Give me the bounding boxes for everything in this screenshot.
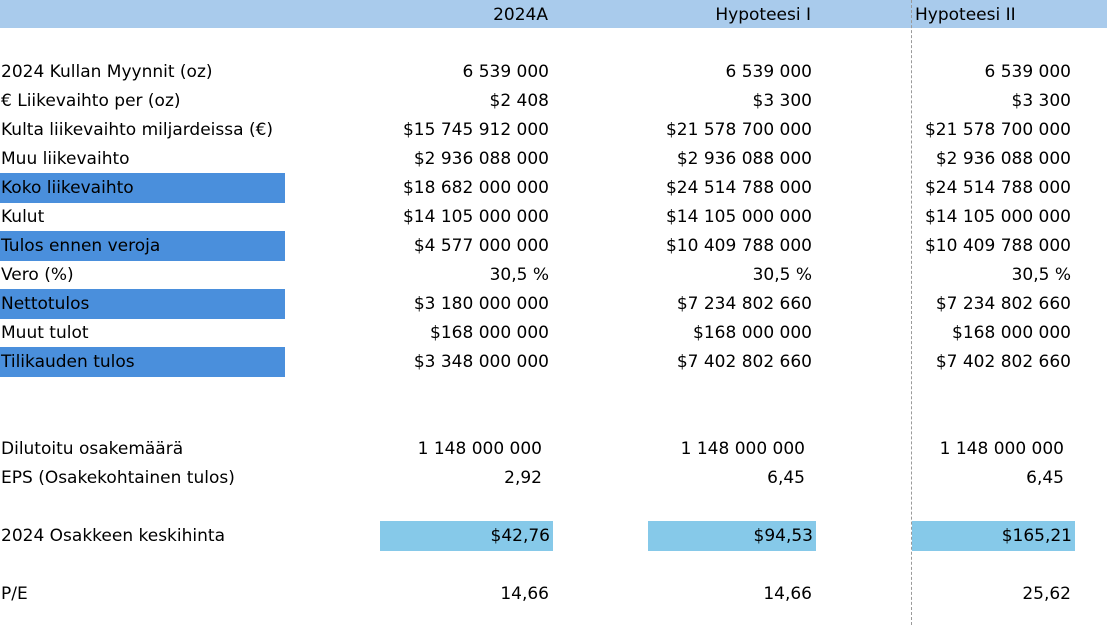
value-hypoteesi-2: 1 148 000 000 bbox=[939, 439, 1064, 459]
table-row: Dilutoitu osakemäärä 1 148 000 000 1 148… bbox=[0, 434, 1107, 464]
value-hypoteesi-2: $7 402 802 660 bbox=[935, 352, 1071, 372]
column-header-hypoteesi-2: Hypoteesi II bbox=[915, 5, 1016, 25]
value-2024a: $4 577 000 000 bbox=[413, 236, 549, 256]
value-hypoteesi-2: $168 000 000 bbox=[952, 323, 1071, 343]
table-row: Tilikauden tulos $3 348 000 000 $7 402 8… bbox=[0, 347, 1107, 377]
value-2024a: 1 148 000 000 bbox=[417, 439, 542, 459]
value-2024a: $3 348 000 000 bbox=[413, 352, 549, 372]
value-hypoteesi-1: 1 148 000 000 bbox=[680, 439, 805, 459]
table-row: Koko liikevaihto $18 682 000 000 $24 514… bbox=[0, 173, 1107, 203]
value-hypoteesi-2: 6 539 000 bbox=[984, 62, 1071, 82]
value-hypoteesi-1: $21 578 700 000 bbox=[665, 120, 812, 140]
value-hypoteesi-2: 30,5 % bbox=[1011, 265, 1071, 285]
value-hypoteesi-1: 6,45 bbox=[767, 468, 805, 488]
value-2024a: $168 000 000 bbox=[430, 323, 549, 343]
row-label: EPS (Osakekohtainen tulos) bbox=[1, 468, 235, 488]
table-row: Muut tulot $168 000 000 $168 000 000 $16… bbox=[0, 318, 1107, 348]
table-row: Vero (%) 30,5 % 30,5 % 30,5 % bbox=[0, 260, 1107, 290]
value-hypoteesi-2: $24 514 788 000 bbox=[924, 178, 1071, 198]
row-label-highlighted: Tilikauden tulos bbox=[0, 347, 285, 377]
row-label: Dilutoitu osakemäärä bbox=[1, 439, 184, 459]
column-header-2024a: 2024A bbox=[493, 5, 548, 25]
row-label-highlighted: Tulos ennen veroja bbox=[0, 231, 285, 261]
table-row: Tulos ennen veroja $4 577 000 000 $10 40… bbox=[0, 231, 1107, 261]
value-2024a: $3 180 000 000 bbox=[413, 294, 549, 314]
row-label: P/E bbox=[1, 584, 28, 604]
value-hypoteesi-1: 6 539 000 bbox=[725, 62, 812, 82]
value-hypoteesi-1: 30,5 % bbox=[752, 265, 812, 285]
value-2024a: $18 682 000 000 bbox=[402, 178, 549, 198]
value-hypoteesi-2: 6,45 bbox=[1026, 468, 1064, 488]
header-band bbox=[0, 0, 1107, 28]
value-hypoteesi-1: $7 234 802 660 bbox=[676, 294, 812, 314]
value-hypoteesi-2: $21 578 700 000 bbox=[924, 120, 1071, 140]
value-hypoteesi-1: 14,66 bbox=[763, 584, 812, 604]
table-row: P/E 14,66 14,66 25,62 bbox=[0, 579, 1107, 609]
row-label: Kulta liikevaihto miljardeissa (€) bbox=[1, 120, 274, 140]
row-label-highlighted: Koko liikevaihto bbox=[0, 173, 285, 203]
value-hypoteesi-2: $14 105 000 000 bbox=[924, 207, 1071, 227]
value-hypoteesi-1: $168 000 000 bbox=[693, 323, 812, 343]
value-2024a: $2 408 bbox=[489, 91, 549, 111]
value-2024a: 14,66 bbox=[500, 584, 549, 604]
value-hypoteesi-1: $14 105 000 000 bbox=[665, 207, 812, 227]
value-2024a: 30,5 % bbox=[489, 265, 549, 285]
table-row: Kulta liikevaihto miljardeissa (€) $15 7… bbox=[0, 115, 1107, 145]
value-hypoteesi-1: $2 936 088 000 bbox=[676, 149, 812, 169]
value-2024a: 2,92 bbox=[504, 468, 542, 488]
value-hypoteesi-2: $2 936 088 000 bbox=[935, 149, 1071, 169]
table-row: 2024 Osakkeen keskihinta $42,76 $94,53 $… bbox=[0, 521, 1107, 551]
value-hypoteesi-2: 25,62 bbox=[1022, 584, 1071, 604]
row-label: Kulut bbox=[1, 207, 45, 227]
table-row: EPS (Osakekohtainen tulos) 2,92 6,45 6,4… bbox=[0, 463, 1107, 493]
value-2024a: $15 745 912 000 bbox=[402, 120, 549, 140]
column-header-hypoteesi-1: Hypoteesi I bbox=[715, 5, 811, 25]
row-label: € Liikevaihto per (oz) bbox=[1, 91, 181, 111]
table-row: Kulut $14 105 000 000 $14 105 000 000 $1… bbox=[0, 202, 1107, 232]
table-row: € Liikevaihto per (oz) $2 408 $3 300 $3 … bbox=[0, 86, 1107, 116]
table-row: 2024 Kullan Myynnit (oz) 6 539 000 6 539… bbox=[0, 57, 1107, 87]
value-hypoteesi-1: $7 402 802 660 bbox=[676, 352, 812, 372]
value-2024a: $2 936 088 000 bbox=[413, 149, 549, 169]
value-hypoteesi-1: $24 514 788 000 bbox=[665, 178, 812, 198]
value-hypoteesi-1: $10 409 788 000 bbox=[665, 236, 812, 256]
table-row: Nettotulos $3 180 000 000 $7 234 802 660… bbox=[0, 289, 1107, 319]
value-2024a: 6 539 000 bbox=[462, 62, 549, 82]
row-label: 2024 Osakkeen keskihinta bbox=[1, 526, 225, 546]
table-row: Muu liikevaihto $2 936 088 000 $2 936 08… bbox=[0, 144, 1107, 174]
price-cell-hypoteesi-2: $165,21 bbox=[912, 521, 1075, 551]
row-label: Muut tulot bbox=[1, 323, 89, 343]
value-hypoteesi-2: $7 234 802 660 bbox=[935, 294, 1071, 314]
price-cell-hypoteesi-1: $94,53 bbox=[648, 521, 816, 551]
row-label: 2024 Kullan Myynnit (oz) bbox=[1, 62, 213, 82]
row-label: Vero (%) bbox=[1, 265, 74, 285]
price-cell-2024a: $42,76 bbox=[380, 521, 553, 551]
row-label: Muu liikevaihto bbox=[1, 149, 130, 169]
value-hypoteesi-2: $10 409 788 000 bbox=[924, 236, 1071, 256]
column-divider bbox=[911, 0, 912, 625]
row-label-highlighted: Nettotulos bbox=[0, 289, 285, 319]
value-2024a: $14 105 000 000 bbox=[402, 207, 549, 227]
value-hypoteesi-2: $3 300 bbox=[1011, 91, 1071, 111]
value-hypoteesi-1: $3 300 bbox=[752, 91, 812, 111]
